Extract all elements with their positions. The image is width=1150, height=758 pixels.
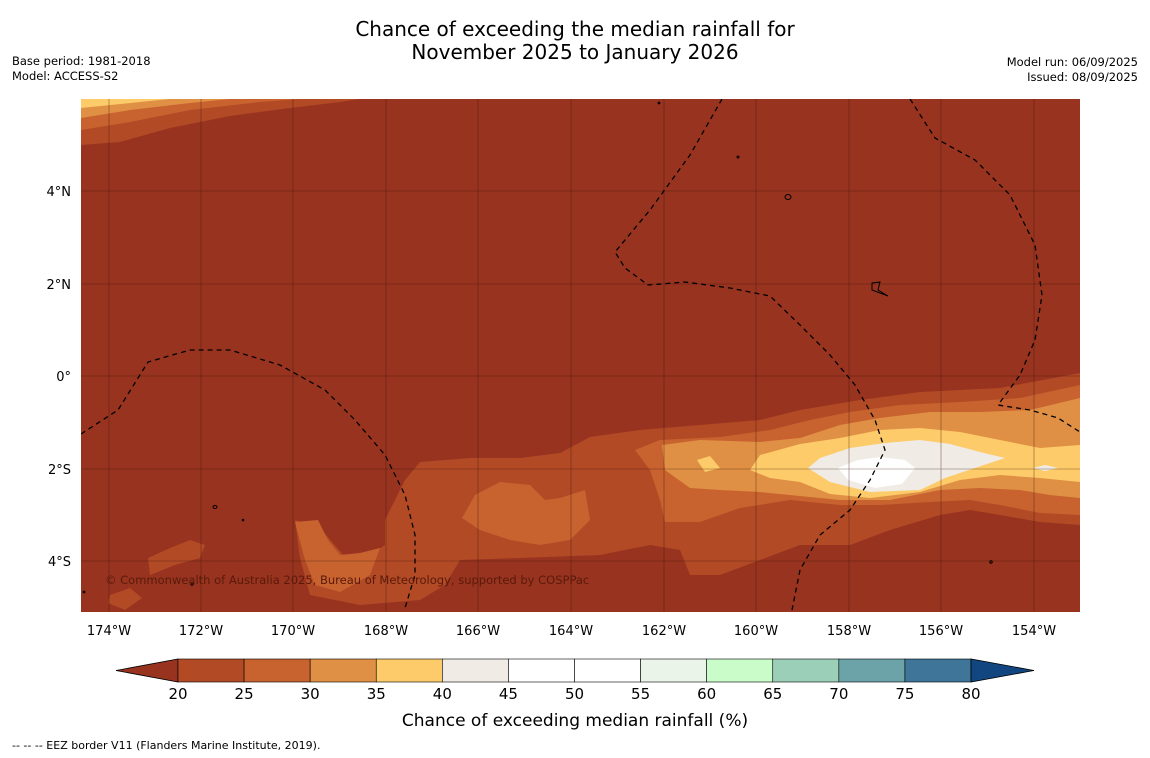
colorbar-segment	[838, 658, 906, 683]
colorbar-tick-label: 70	[829, 685, 848, 703]
colorbar-segment	[375, 658, 443, 683]
colorbar-tick-label: 40	[433, 685, 452, 703]
colorbar-tick-label: 75	[895, 685, 914, 703]
lon-labels: 174°W 172°W 170°W 168°W 166°W 164°W 162°…	[87, 624, 1056, 639]
lon-label: 170°W	[271, 624, 315, 639]
sw-patch-25a	[148, 540, 205, 575]
model-run: Model run: 06/09/2025	[1006, 55, 1138, 69]
colorbar-segment	[177, 658, 245, 683]
island	[736, 155, 740, 159]
small-patch-40	[697, 456, 720, 472]
eez-border-east	[909, 99, 1080, 433]
colorbar-tick-label: 25	[235, 685, 254, 703]
lon-label: 162°W	[642, 624, 686, 639]
lon-label: 156°W	[919, 624, 963, 639]
colorbar-tick-label: 55	[631, 685, 650, 703]
eez-border-central	[614, 99, 886, 611]
lon-label: 164°W	[549, 624, 593, 639]
small-patch-45	[1033, 465, 1058, 471]
eez-footnote: -- -- -- EEZ border V11 (Flanders Marine…	[12, 739, 321, 752]
island	[657, 101, 661, 105]
sw-patch-25b	[108, 588, 142, 610]
island	[190, 582, 194, 586]
colorbar-segment	[508, 658, 575, 683]
island	[871, 281, 889, 297]
colorbar-segment	[574, 658, 641, 683]
lon-label: 166°W	[456, 624, 500, 639]
title-line-1: Chance of exceeding the median rainfall …	[355, 17, 795, 41]
colorbar-segment	[706, 658, 774, 683]
island	[989, 560, 993, 564]
colorbar-tick-label: 60	[697, 685, 716, 703]
base-period: Base period: 1981-2018	[12, 54, 151, 68]
lon-label: 160°W	[734, 624, 778, 639]
colorbar-extend-high	[970, 658, 1035, 683]
lat-label: 2°S	[48, 463, 71, 478]
island	[212, 505, 218, 509]
map-area: © Commonwealth of Australia 2025, Bureau…	[81, 99, 1080, 612]
colorbar-tick-label: 30	[301, 685, 320, 703]
colorbar-tick-label: 35	[367, 685, 386, 703]
lat-labels: 4°N 2°N 0° 2°S 4°S	[47, 185, 72, 570]
colorbar-segment	[640, 658, 707, 683]
colorbar-tick-label: 45	[499, 685, 518, 703]
colorbar-extend-low	[115, 658, 179, 683]
colorbar-segment	[243, 658, 311, 683]
lon-label: 168°W	[364, 624, 408, 639]
meta-left: Base period: 1981-2018 Model: ACCESS-S2	[12, 54, 151, 84]
chart-title: Chance of exceeding the median rainfall …	[0, 18, 1150, 64]
island	[241, 518, 245, 522]
nw-band-40	[81, 99, 170, 108]
colorbar-tick-label: 65	[763, 685, 782, 703]
island	[784, 194, 792, 200]
colorbar-tick-label: 80	[961, 685, 980, 703]
lat-label: 4°S	[48, 555, 71, 570]
lat-label: 0°	[56, 370, 71, 385]
west-patch-30	[295, 520, 380, 592]
eez-border-west	[81, 349, 416, 609]
colorbar-tick-label: 50	[565, 685, 584, 703]
eez-borders	[81, 99, 1080, 611]
colorbar-title: Chance of exceeding median rainfall (%)	[402, 711, 748, 731]
lat-label: 4°N	[47, 185, 72, 200]
lon-label: 154°W	[1012, 624, 1056, 639]
copyright-text: © Commonwealth of Australia 2025, Bureau…	[105, 573, 589, 587]
central-patch-30	[462, 482, 590, 545]
lon-label: 158°W	[827, 624, 871, 639]
colorbar-tick-label: 20	[168, 685, 187, 703]
islands	[82, 101, 993, 594]
model-name: Model: ACCESS-S2	[12, 69, 119, 83]
lat-label: 2°N	[47, 278, 72, 293]
lon-label: 172°W	[179, 624, 223, 639]
colorbar-segment	[772, 658, 840, 683]
issued-date: Issued: 08/09/2025	[1027, 70, 1138, 84]
colorbar-segment	[904, 658, 972, 683]
colorbar: 20 25 30 35 40 45 50 55 60 65 70 75 80	[115, 658, 1035, 703]
south-band-50	[838, 457, 915, 488]
graticule	[81, 99, 1080, 612]
colorbar-segment	[309, 658, 377, 683]
island	[82, 590, 86, 594]
meta-right: Model run: 06/09/2025 Issued: 08/09/2025	[1007, 55, 1138, 85]
title-line-2: November 2025 to January 2026	[411, 40, 739, 64]
lon-label: 174°W	[87, 624, 131, 639]
colorbar-segment	[442, 658, 509, 683]
